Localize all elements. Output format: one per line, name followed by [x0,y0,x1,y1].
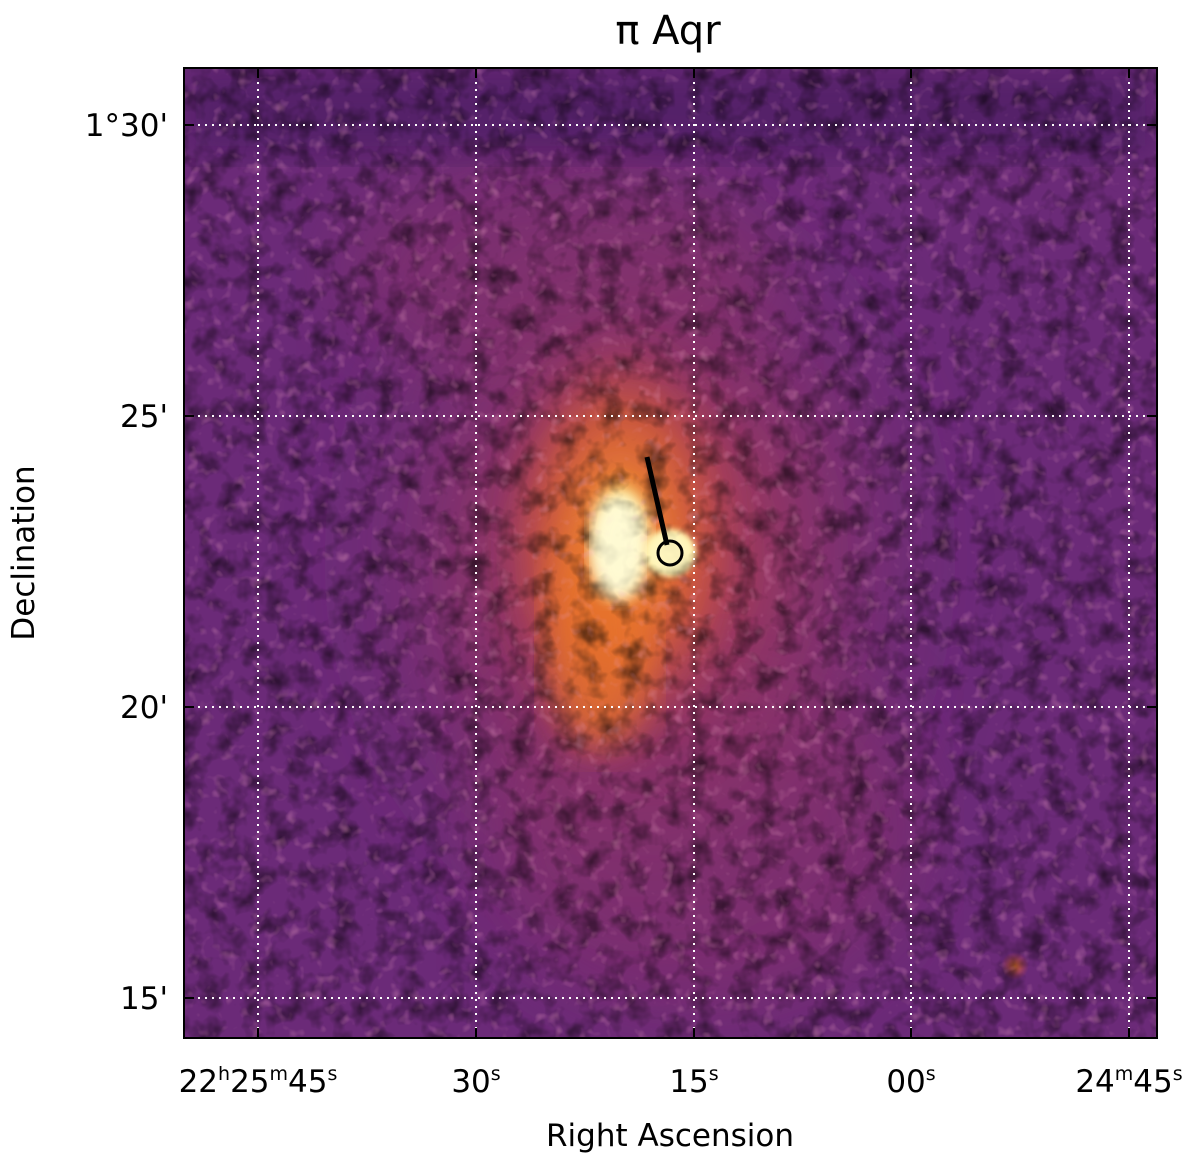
y-tick-label: 15' [120,981,168,1017]
x-tick-label: 00s [886,1063,935,1100]
grid [184,68,1157,1038]
x-tick-labels: 22h25m45s 30s 15s 00s 24m45s [179,1063,1183,1100]
sky-image [184,68,1157,1038]
plot-frame [183,67,1158,1039]
y-axis-label: Declination [6,465,42,640]
y-tick-labels: 1°30' 25' 20' 15' [85,108,168,1017]
x-tick-label: 22h25m45s [179,1063,338,1100]
star-marker [644,456,684,567]
chart-title: π Aqr [615,8,721,54]
y-tick-label: 1°30' [85,108,168,144]
y-tick-label: 25' [120,399,168,435]
y-tick-label: 20' [120,690,168,726]
star-circle-marker [656,539,684,567]
x-tick-label: 24m45s [1075,1063,1182,1100]
ticks [184,68,1157,1038]
x-tick-label: 15s [669,1063,718,1100]
direction-line [644,456,670,546]
x-axis-label: Right Ascension [546,1118,794,1154]
x-tick-label: 30s [451,1063,500,1100]
